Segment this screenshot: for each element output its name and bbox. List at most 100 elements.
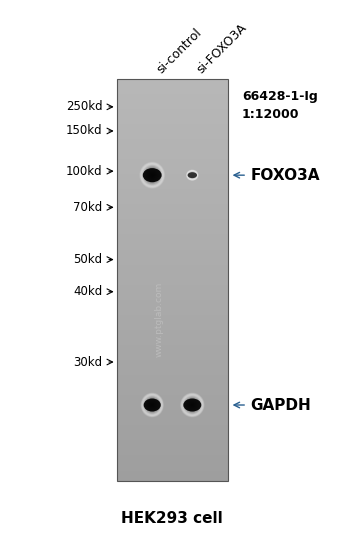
Ellipse shape xyxy=(150,402,155,408)
Ellipse shape xyxy=(151,174,153,176)
Ellipse shape xyxy=(140,393,164,418)
Bar xyxy=(117,235,228,239)
Text: si-control: si-control xyxy=(154,26,204,76)
Bar xyxy=(117,139,228,144)
Bar xyxy=(117,199,228,204)
Ellipse shape xyxy=(184,397,200,413)
Ellipse shape xyxy=(191,174,193,176)
Ellipse shape xyxy=(144,399,161,412)
Ellipse shape xyxy=(147,399,158,411)
Text: 40kd: 40kd xyxy=(73,285,103,298)
Ellipse shape xyxy=(151,404,153,406)
Ellipse shape xyxy=(141,393,163,416)
Bar xyxy=(117,476,228,481)
Ellipse shape xyxy=(191,403,193,406)
Bar xyxy=(117,380,228,385)
Ellipse shape xyxy=(148,171,156,179)
Bar xyxy=(117,395,228,400)
Bar xyxy=(117,375,228,380)
Bar xyxy=(117,405,228,411)
Ellipse shape xyxy=(188,172,197,178)
Ellipse shape xyxy=(191,174,194,176)
Ellipse shape xyxy=(186,169,199,181)
Bar xyxy=(117,385,228,390)
Text: 250kd: 250kd xyxy=(66,100,103,113)
Bar xyxy=(117,119,228,124)
Ellipse shape xyxy=(150,403,154,407)
Ellipse shape xyxy=(189,402,195,408)
Bar xyxy=(117,260,228,264)
Ellipse shape xyxy=(147,169,158,181)
Bar xyxy=(117,295,228,300)
Ellipse shape xyxy=(144,396,161,414)
Bar xyxy=(117,465,228,470)
Bar xyxy=(117,335,228,340)
Text: si-FOXO3A: si-FOXO3A xyxy=(194,21,249,76)
Text: 30kd: 30kd xyxy=(73,356,103,369)
Ellipse shape xyxy=(187,170,198,180)
Ellipse shape xyxy=(151,403,154,407)
Bar xyxy=(117,109,228,114)
Ellipse shape xyxy=(190,403,195,407)
Ellipse shape xyxy=(190,174,194,177)
Bar xyxy=(117,275,228,280)
Ellipse shape xyxy=(149,402,155,408)
Ellipse shape xyxy=(142,394,163,416)
Bar xyxy=(117,415,228,420)
Bar xyxy=(117,99,228,104)
Bar xyxy=(117,300,228,305)
Bar xyxy=(117,210,228,214)
Ellipse shape xyxy=(180,393,205,418)
Ellipse shape xyxy=(143,395,161,415)
Bar xyxy=(117,159,228,164)
Bar xyxy=(117,214,228,219)
Bar xyxy=(117,330,228,335)
Ellipse shape xyxy=(187,399,198,411)
Ellipse shape xyxy=(182,395,202,415)
Ellipse shape xyxy=(183,396,201,414)
Ellipse shape xyxy=(181,394,204,416)
Bar xyxy=(117,350,228,355)
Bar xyxy=(117,420,228,425)
Ellipse shape xyxy=(146,168,158,182)
Text: GAPDH: GAPDH xyxy=(251,397,311,413)
Ellipse shape xyxy=(147,400,157,410)
Bar xyxy=(117,290,228,295)
Ellipse shape xyxy=(192,405,193,406)
Bar xyxy=(117,325,228,330)
Bar xyxy=(117,224,228,229)
Ellipse shape xyxy=(188,401,197,409)
Bar xyxy=(117,345,228,350)
Ellipse shape xyxy=(145,397,160,413)
Bar xyxy=(117,440,228,445)
Bar xyxy=(117,340,228,345)
Ellipse shape xyxy=(143,165,162,185)
Ellipse shape xyxy=(190,173,195,178)
Ellipse shape xyxy=(147,170,157,180)
Text: 70kd: 70kd xyxy=(73,201,103,214)
Ellipse shape xyxy=(191,174,193,176)
Ellipse shape xyxy=(189,173,195,178)
Ellipse shape xyxy=(152,405,153,406)
Bar xyxy=(117,244,228,250)
Ellipse shape xyxy=(142,394,163,416)
Bar xyxy=(117,355,228,360)
Bar xyxy=(117,270,228,275)
Ellipse shape xyxy=(151,174,153,176)
Bar xyxy=(117,179,228,184)
Bar xyxy=(117,184,228,190)
Bar xyxy=(117,264,228,269)
Ellipse shape xyxy=(150,173,154,177)
Bar xyxy=(117,310,228,315)
Ellipse shape xyxy=(142,165,162,186)
Ellipse shape xyxy=(142,165,163,186)
Bar xyxy=(117,190,228,194)
Ellipse shape xyxy=(151,403,153,406)
Ellipse shape xyxy=(180,393,204,417)
Bar xyxy=(117,470,228,476)
Ellipse shape xyxy=(182,394,203,416)
Ellipse shape xyxy=(143,166,161,185)
Ellipse shape xyxy=(149,172,155,179)
Ellipse shape xyxy=(145,397,159,412)
Ellipse shape xyxy=(150,172,155,178)
